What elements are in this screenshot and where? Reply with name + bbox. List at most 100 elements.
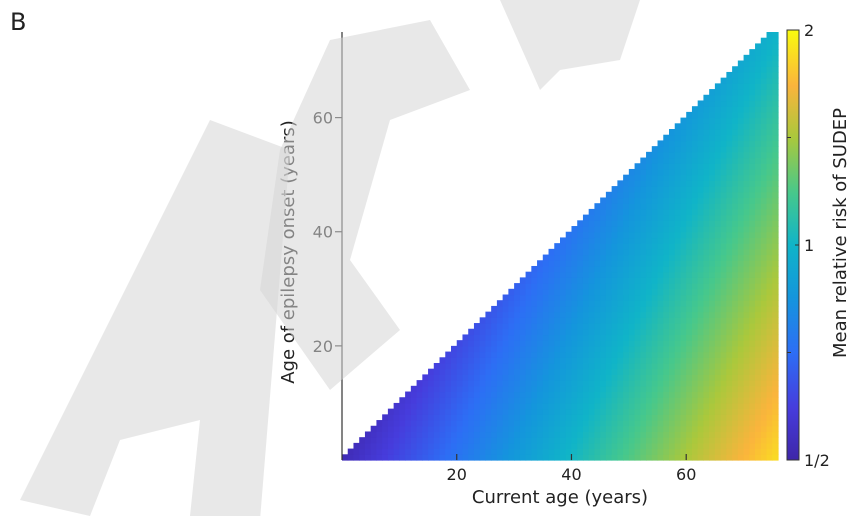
heatmap-cell bbox=[542, 334, 550, 341]
heatmap-cell bbox=[726, 186, 733, 193]
heatmap-cell bbox=[732, 94, 739, 102]
heatmap-cell bbox=[628, 277, 636, 284]
heatmap-cell bbox=[732, 408, 739, 415]
heatmap-cell bbox=[714, 191, 722, 199]
x-tick-label: 20 bbox=[447, 465, 467, 484]
heatmap-cell bbox=[611, 380, 618, 387]
heatmap-cell bbox=[772, 323, 779, 330]
heatmap-cell bbox=[571, 380, 578, 387]
heatmap-cell bbox=[382, 420, 389, 427]
heatmap-cell bbox=[605, 197, 613, 204]
heatmap-cell bbox=[600, 425, 607, 433]
heatmap-cell bbox=[600, 328, 607, 336]
heatmap-cell bbox=[737, 328, 745, 336]
heatmap-cell bbox=[646, 425, 653, 433]
heatmap-cell bbox=[537, 277, 544, 284]
heatmap-cell bbox=[680, 134, 687, 142]
heatmap-cell bbox=[686, 385, 693, 393]
heatmap-cell bbox=[691, 437, 699, 444]
heatmap-cell bbox=[634, 220, 641, 227]
heatmap-cell bbox=[571, 288, 578, 296]
heatmap-cell bbox=[755, 328, 762, 336]
heatmap-cell bbox=[726, 420, 733, 427]
heatmap-cell bbox=[651, 391, 659, 398]
heatmap-cell bbox=[760, 186, 768, 193]
heatmap-cell bbox=[732, 174, 739, 181]
heatmap-cell bbox=[686, 431, 693, 438]
heatmap-cell bbox=[772, 288, 779, 296]
heatmap-cell bbox=[743, 168, 750, 176]
heatmap-cell bbox=[468, 351, 475, 358]
heatmap-cell bbox=[657, 203, 664, 210]
heatmap-cell bbox=[439, 437, 446, 444]
heatmap-cell bbox=[479, 391, 487, 398]
heatmap-cell bbox=[749, 226, 756, 233]
heatmap-cell bbox=[640, 214, 647, 221]
heatmap-cell bbox=[766, 397, 773, 404]
heatmap-cell bbox=[726, 220, 733, 227]
heatmap-cell bbox=[634, 191, 641, 199]
heatmap-cell bbox=[732, 140, 739, 147]
heatmap-cell bbox=[548, 368, 555, 375]
heatmap-cell bbox=[691, 197, 699, 204]
heatmap-cell bbox=[640, 397, 647, 404]
heatmap-cell bbox=[537, 357, 544, 364]
heatmap-cell bbox=[657, 163, 664, 170]
heatmap-cell bbox=[697, 345, 705, 353]
heatmap-cell bbox=[691, 317, 699, 324]
heatmap-cell bbox=[697, 151, 705, 159]
heatmap-cell bbox=[743, 203, 750, 210]
heatmap-cell bbox=[577, 243, 584, 250]
heatmap-cell bbox=[508, 294, 515, 301]
heatmap-cell bbox=[640, 385, 647, 393]
heatmap-cell bbox=[669, 317, 676, 324]
heatmap-cell bbox=[760, 208, 768, 216]
heatmap-cell bbox=[697, 294, 705, 301]
heatmap-cell bbox=[525, 311, 532, 318]
heatmap-cell bbox=[588, 334, 596, 341]
heatmap-cell bbox=[749, 106, 756, 113]
heatmap-cell bbox=[755, 374, 762, 381]
heatmap-cell bbox=[651, 214, 659, 221]
heatmap-cell bbox=[560, 294, 567, 301]
heatmap-cell bbox=[565, 345, 573, 353]
heatmap-cell bbox=[525, 368, 532, 375]
heatmap-cell bbox=[669, 374, 676, 381]
heatmap-cell bbox=[743, 431, 750, 438]
heatmap-cell bbox=[726, 442, 733, 450]
heatmap-cell bbox=[657, 402, 664, 410]
heatmap-cell bbox=[680, 129, 687, 136]
heatmap-cell bbox=[732, 368, 739, 375]
heatmap-cell bbox=[525, 362, 532, 370]
heatmap-cell bbox=[726, 311, 733, 318]
heatmap-cell bbox=[605, 305, 613, 313]
heatmap-cell bbox=[623, 454, 630, 461]
heatmap-cell bbox=[594, 208, 601, 216]
heatmap-cell bbox=[634, 397, 641, 404]
heatmap-cell bbox=[600, 311, 607, 318]
heatmap-cell bbox=[714, 243, 722, 250]
heatmap-cell bbox=[657, 174, 664, 181]
heatmap-cell bbox=[502, 294, 509, 301]
heatmap-cell bbox=[720, 283, 727, 290]
heatmap-cell bbox=[508, 402, 515, 410]
heatmap-cell bbox=[651, 163, 659, 170]
heatmap-cell bbox=[582, 294, 590, 301]
heatmap-cell bbox=[737, 60, 745, 67]
heatmap-cell bbox=[548, 248, 555, 256]
heatmap-cell bbox=[703, 146, 710, 153]
heatmap-cell bbox=[628, 208, 636, 216]
heatmap-cell bbox=[514, 374, 521, 381]
heatmap-cell bbox=[709, 94, 716, 102]
heatmap-cell bbox=[760, 157, 768, 164]
heatmap-cell bbox=[548, 317, 555, 324]
heatmap-cell bbox=[519, 362, 527, 370]
heatmap-cell bbox=[766, 157, 773, 164]
heatmap-cell bbox=[634, 271, 641, 278]
heatmap-cell bbox=[686, 231, 693, 239]
heatmap-cell bbox=[594, 305, 601, 313]
heatmap-cell bbox=[445, 454, 452, 461]
heatmap-cell bbox=[760, 265, 768, 273]
heatmap-cell bbox=[565, 271, 573, 278]
heatmap-cell bbox=[772, 357, 779, 364]
